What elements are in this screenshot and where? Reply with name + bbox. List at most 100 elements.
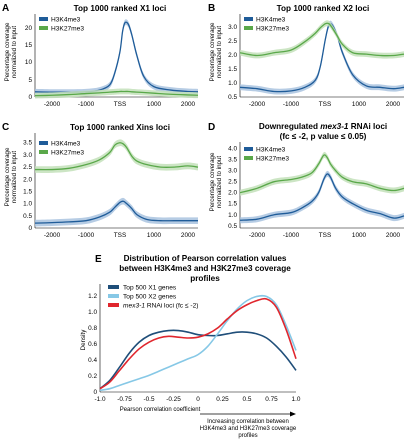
panel-d-xtick: -1000 — [283, 232, 300, 239]
panel-e-xtick: 1.0 — [292, 396, 301, 403]
panel-e-xtick: 0.25 — [216, 396, 229, 403]
panel-c-ytick: 3.0 — [23, 152, 32, 159]
panel-d-ylabel-line1: Percentage coverage — [209, 152, 216, 211]
panel-e-xtick: 0.75 — [265, 396, 278, 403]
panel-d-ytick: 2.0 — [228, 190, 237, 197]
panel-letter-b: B — [208, 3, 215, 14]
panel-d-ytick: 1.5 — [228, 201, 237, 208]
legend-label-x2: Top 500 X2 genes — [123, 294, 177, 301]
legend-swatch-h3k4me3 — [39, 141, 48, 145]
panel-d: D Downregulated mex3-1 RNAi loci (fc ≤ -… — [208, 122, 404, 239]
panel-d-line-h3k27me3 — [239, 154, 405, 194]
panel-d-ytick: 2.5 — [228, 179, 237, 186]
legend-swatch-h3k4me3 — [244, 17, 253, 21]
legend-swatch-h3k4me3 — [244, 147, 253, 151]
panel-a-title: Top 1000 ranked X1 loci — [74, 4, 167, 13]
panel-b-ytick: 2.0 — [228, 52, 237, 59]
panel-d-xtick: TSS — [319, 232, 331, 239]
panel-e-ytick: 0 — [93, 389, 97, 396]
legend-label-h3k27me3: H3K27me3 — [256, 26, 289, 33]
panel-d-xtick: 1000 — [352, 232, 367, 239]
panel-a-ytick: 10 — [25, 59, 33, 66]
panel-b-ylabel-line2: normalized to input — [216, 26, 223, 79]
plot-layer: 0 0.5 1.0 1.5 2.0 2.5 3.0 3.5 0.5 1.0 1.5 2.0 2.5 3.0… — [23, 19, 405, 392]
panel-a-xtick: 1000 — [147, 101, 162, 108]
panel-c-title: Top 1000 ranked Xins loci — [70, 123, 170, 132]
legend-label-h3k27me3: H3K27me3 — [256, 156, 289, 163]
legend-label-x1: Top 500 X1 genes — [123, 285, 177, 292]
panel-b: B Top 1000 ranked X2 loci Percentage cov… — [208, 3, 404, 108]
panel-e-title-line1: Distribution of Pearson correlation valu… — [124, 254, 287, 263]
panel-b-ytick: 3.0 — [228, 24, 237, 31]
panel-e-title-line3: profiles — [190, 274, 220, 283]
panel-a-band-h3k27me3 — [35, 88, 198, 99]
panel-c-ytick: 3.5 — [23, 140, 32, 147]
panel-b-xtick: TSS — [319, 101, 331, 108]
panel-c-ytick: 2.5 — [23, 164, 32, 171]
panel-e-xtick: -0.75 — [117, 396, 132, 403]
panel-c-line-h3k4me3 — [34, 200, 198, 224]
panel-a-ylabel-line1: Percentage coverage — [4, 22, 11, 81]
panel-a-ytick: 0 — [28, 94, 32, 101]
panel-letter-c: C — [2, 122, 9, 133]
panel-d-xtick: 2000 — [386, 232, 401, 239]
panel-e-xtick: 0 — [196, 396, 200, 403]
panel-a-ytick: 5 — [28, 77, 32, 84]
legend-swatch-x2 — [108, 294, 119, 298]
panel-c-ytick: 2.0 — [23, 176, 32, 183]
panel-c-xtick: 2000 — [181, 232, 196, 239]
legend-label-h3k4me3: H3K4me3 — [51, 17, 81, 24]
panel-d-ylabel-line2: normalized to input — [216, 156, 223, 209]
panel-e-xtick: -1.0 — [94, 396, 105, 403]
panel-a-line-h3k4me3 — [34, 21, 199, 93]
panel-c-xtick: 1000 — [147, 232, 162, 239]
legend-swatch-h3k27me3 — [244, 26, 253, 30]
panel-e-title-line2: between H3K4me3 and H3K27me3 coverage — [119, 264, 291, 273]
panel-a-xtick: TSS — [114, 101, 126, 108]
legend-label-rnai: mex3-1 RNAi loci (fc ≤ -2) — [123, 303, 198, 310]
panel-e-ytick: 0.8 — [88, 325, 97, 332]
panel-b-ytick: 0.5 — [228, 94, 237, 101]
panel-e-line-top-500-x2-genes — [99, 294, 297, 392]
legend-swatch-h3k27me3 — [244, 156, 253, 160]
panel-d-title: Downregulated mex3-1 RNAi loci — [259, 122, 387, 131]
arrow-right-icon — [290, 411, 296, 417]
panel-d-title-line2: (fc ≤ -2, p value ≤ 0.05) — [280, 132, 367, 141]
panel-e-line-top-500-x1-genes — [99, 329, 297, 390]
panel-a-xtick: -2000 — [44, 101, 61, 108]
legend-swatch-h3k27me3 — [39, 150, 48, 154]
panel-e-ylabel: Density — [80, 329, 87, 351]
panel-c-ytick: 1.0 — [23, 201, 32, 208]
panel-c-xtick: TSS — [114, 232, 126, 239]
legend-label-h3k4me3: H3K4me3 — [51, 141, 81, 148]
panel-d-xtick: -2000 — [249, 232, 266, 239]
panel-c-ytick: 0.5 — [23, 213, 32, 220]
legend-label-h3k4me3: H3K4me3 — [256, 17, 286, 24]
panel-d-ytick: 3.0 — [228, 168, 237, 175]
panel-e-xlabel: Pearson correlation coefficient — [120, 407, 201, 413]
panel-a-xtick: -1000 — [78, 101, 95, 108]
panel-letter-e: E — [95, 254, 102, 265]
panel-c: C Top 1000 ranked Xins loci Percentage c… — [2, 122, 198, 239]
legend-swatch-h3k4me3 — [39, 17, 48, 21]
panel-b-line-h3k27me3 — [239, 22, 405, 57]
legend-swatch-h3k27me3 — [39, 26, 48, 30]
panel-c-ytick: 0 — [28, 225, 32, 232]
panel-e-ytick: 1.0 — [88, 309, 97, 316]
panel-e-xtick: -0.25 — [166, 396, 181, 403]
panel-c-band-h3k4me3 — [35, 197, 198, 227]
panel-c-line-h3k27me3 — [34, 142, 199, 171]
panel-a: A Top 1000 ranked X1 loci Percentage cov… — [2, 3, 198, 108]
panel-b-ytick: 2.5 — [228, 38, 237, 45]
legend-label-h3k4me3: H3K4me3 — [256, 147, 286, 154]
panel-b-xtick: 1000 — [352, 101, 367, 108]
panel-a-ytick: 20 — [25, 25, 33, 32]
panel-e-ytick: 1.2 — [88, 293, 97, 300]
panel-e-xtick: 0.5 — [243, 396, 252, 403]
panel-e-line-mex3-1-rnai-loci-fc-2 — [99, 297, 297, 390]
panel-d-line-h3k4me3 — [239, 173, 405, 221]
panel-d-ytick: 1.0 — [228, 212, 237, 219]
panel-c-ylabel-line1: Percentage coverage — [4, 147, 11, 206]
legend-label-h3k27me3: H3K27me3 — [51, 26, 84, 33]
